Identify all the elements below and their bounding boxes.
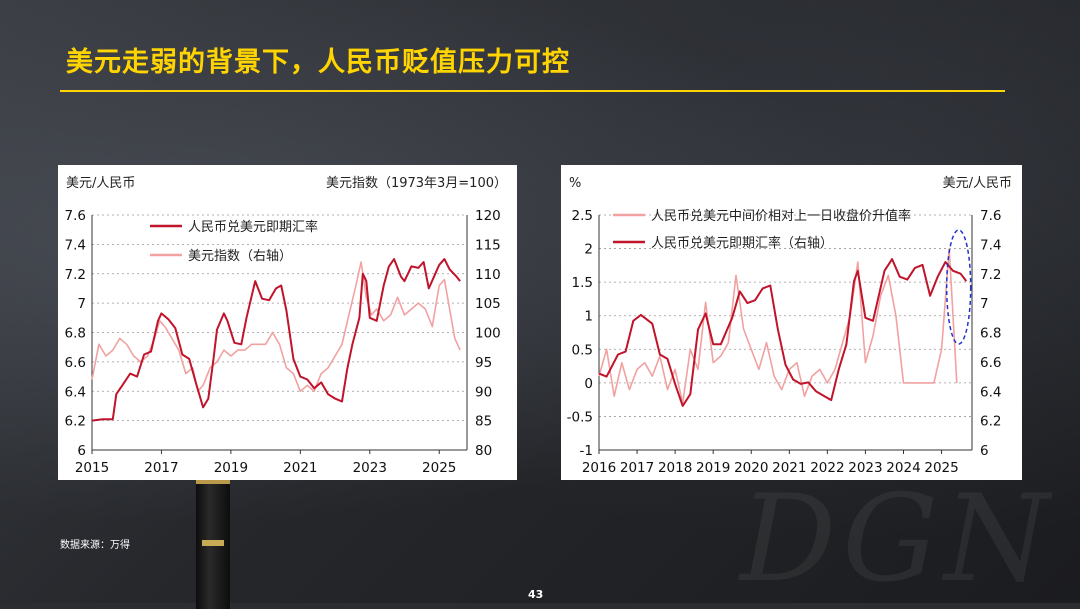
chart-left: 美元/人民币 美元指数（1973年3月=100） 7.6 7.4 7.2 7 6.8 6.6 6… <box>65 176 507 476</box>
right-tick-label: 6.4 <box>980 384 1001 400</box>
chart-panel-left: 美元/人民币 美元指数（1973年3月=100） 7.6 7.4 7.2 7 6.8 6.6 6… <box>58 165 517 480</box>
highlight-ellipse <box>945 229 972 345</box>
right-tick-label: 90 <box>475 384 492 400</box>
x-tick-label: 2021 <box>772 460 806 476</box>
source-note: 数据来源：万得 <box>60 540 130 551</box>
right-tick-label: 80 <box>475 443 492 459</box>
x-tick-label: 2024 <box>886 460 920 476</box>
x-tick-label: 2021 <box>283 460 317 476</box>
title-underline <box>60 90 1005 92</box>
right-tick-label: 100 <box>475 326 501 342</box>
left-tick-label: 1.5 <box>572 275 593 291</box>
x-tick-label: 2025 <box>422 460 456 476</box>
x-tick-label: 2023 <box>848 460 882 476</box>
x-tick-label: 2022 <box>810 460 844 476</box>
x-tick-label: 2018 <box>658 460 692 476</box>
right-tick-label: 110 <box>475 267 501 283</box>
x-tick-label: 2025 <box>924 460 958 476</box>
right-tick-label: 6.6 <box>980 355 1001 371</box>
right-tick-label: 6.2 <box>980 414 1001 430</box>
legend-label-2: 美元指数（右轴） <box>188 249 292 264</box>
left-tick-label: 0.5 <box>572 342 593 358</box>
left-tick-label: -1 <box>580 443 593 459</box>
right-tick-label: 6.8 <box>980 326 1001 342</box>
left-tick-label: 2.5 <box>572 208 593 224</box>
left-tick-label: 6 <box>77 443 86 459</box>
right-tick-label: 105 <box>475 296 501 312</box>
left-tick-label: 6.8 <box>65 326 86 342</box>
legend-label-1: 人民币兑美元即期汇率 <box>188 219 318 235</box>
left-tick-label: 2 <box>584 242 593 258</box>
right-tick-label: 115 <box>475 237 501 253</box>
series-line-1 <box>598 247 958 404</box>
right-tick-label: 95 <box>475 355 492 371</box>
x-tick-label: 2023 <box>353 460 387 476</box>
right-tick-label: 120 <box>475 208 501 224</box>
x-tick-label: 2020 <box>734 460 768 476</box>
chart-panel-right: % 美元/人民币 2.5 2 1.5 1 0.5 0 -0.5 -1 7.6 7.4 7.2 7 6.8 6.… <box>561 165 1022 480</box>
x-tick-label: 2017 <box>144 460 178 476</box>
x-tick-label: 2019 <box>696 460 730 476</box>
right-tick-label: 85 <box>475 414 492 430</box>
x-tick-label: 2015 <box>75 460 109 476</box>
series-line-2 <box>598 258 968 407</box>
x-tick-label: 2017 <box>620 460 654 476</box>
right-tick-label: 7.4 <box>980 237 1001 253</box>
left-tick-label: -0.5 <box>567 409 593 425</box>
left-tick-label: 7.2 <box>65 267 86 283</box>
left-tick-label: 6.6 <box>65 355 86 371</box>
right-tick-label: 7.2 <box>980 267 1001 283</box>
chart-right: % 美元/人民币 2.5 2 1.5 1 0.5 0 -0.5 -1 7.6 7.4 7.2 7 6.8 6.… <box>567 176 1012 476</box>
series-line-1 <box>91 258 461 422</box>
left-tick-label: 6.4 <box>65 384 86 400</box>
left-tick-label: 1 <box>584 309 593 325</box>
right-tick-label: 7 <box>980 296 989 312</box>
left-tick-label: 0 <box>584 376 593 392</box>
x-tick-label: 2019 <box>214 460 248 476</box>
decorative-watermark: DGN <box>740 470 1056 609</box>
legend-label-2: 人民币兑美元即期汇率（右轴） <box>651 235 833 251</box>
left-tick-label: 7.6 <box>65 208 86 224</box>
legend-label-1: 人民币兑美元中间价相对上一日收盘价升值率 <box>651 208 911 224</box>
right-tick-label: 6 <box>980 443 989 459</box>
left-tick-label: 7.4 <box>65 237 86 253</box>
x-tick-label: 2016 <box>582 460 616 476</box>
left-axis-label: 美元/人民币 <box>66 176 135 191</box>
left-tick-label: 7 <box>77 296 86 312</box>
pen-band <box>202 540 224 546</box>
right-tick-label: 7.6 <box>980 208 1001 224</box>
left-tick-label: 6.2 <box>65 414 86 430</box>
right-axis-label: 美元指数（1973年3月=100） <box>326 176 507 191</box>
slide-title: 美元走弱的背景下，人民币贬值压力可控 <box>66 47 570 78</box>
page-number: 43 <box>528 588 544 601</box>
right-axis-label: 美元/人民币 <box>943 176 1012 191</box>
left-axis-label: % <box>569 176 581 191</box>
